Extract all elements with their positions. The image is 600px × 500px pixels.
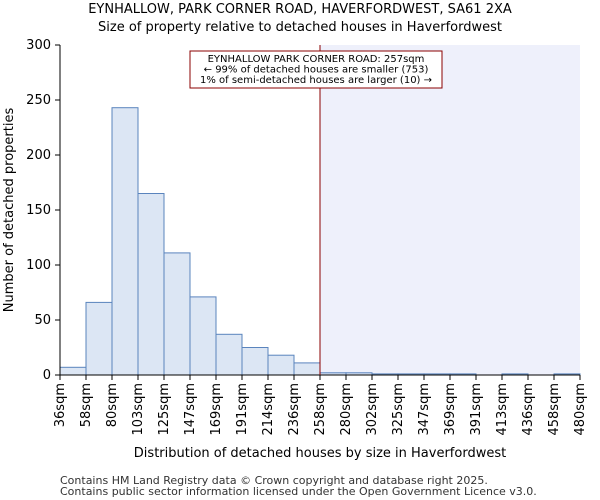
annotation-line: ← 99% of detached houses are smaller (75… bbox=[204, 65, 429, 76]
y-axis-label: Number of detached properties bbox=[2, 108, 17, 313]
x-tick-label: 413sqm bbox=[495, 383, 510, 436]
bar-36sqm bbox=[59, 366, 87, 376]
y-tick-label: 150 bbox=[26, 203, 51, 218]
x-tick-label: 80sqm bbox=[105, 383, 120, 427]
y-tick-label: 300 bbox=[26, 38, 51, 53]
annotation-box bbox=[189, 50, 443, 89]
x-tick-label: 214sqm bbox=[261, 383, 276, 436]
y-tick-label: 250 bbox=[26, 93, 51, 108]
chart-subtitle: Size of property relative to detached ho… bbox=[98, 20, 502, 35]
x-tick-label: 125sqm bbox=[157, 383, 172, 436]
bar-214sqm bbox=[267, 354, 295, 376]
x-tick-label: 480sqm bbox=[573, 383, 588, 436]
bar-169sqm bbox=[215, 333, 243, 376]
y-tick-label: 50 bbox=[34, 313, 51, 328]
x-tick-label: 191sqm bbox=[235, 383, 250, 436]
footer-copyright: Contains HM Land Registry data © Crown c… bbox=[60, 474, 488, 487]
x-tick-label: 103sqm bbox=[131, 383, 146, 436]
y-tick-label: 200 bbox=[26, 148, 51, 163]
x-tick-label: 391sqm bbox=[469, 383, 484, 436]
x-tick-label: 347sqm bbox=[417, 383, 432, 436]
x-tick-label: 36sqm bbox=[53, 383, 68, 427]
chart-title: EYNHALLOW, PARK CORNER ROAD, HAVERFORDWE… bbox=[88, 2, 512, 17]
footer-licence: Contains public sector information licen… bbox=[60, 485, 537, 498]
x-tick-label: 58sqm bbox=[79, 383, 94, 427]
y-tick-label: 0 bbox=[43, 368, 51, 383]
bar-80sqm bbox=[111, 107, 139, 376]
x-tick-label: 258sqm bbox=[313, 383, 328, 436]
bar-191sqm bbox=[241, 347, 269, 376]
bar-125sqm bbox=[163, 252, 191, 376]
x-tick-label: 236sqm bbox=[287, 383, 302, 436]
bar-58sqm bbox=[85, 301, 113, 376]
bar-103sqm bbox=[137, 193, 165, 376]
x-tick-label: 280sqm bbox=[339, 383, 354, 436]
x-tick-label: 302sqm bbox=[365, 383, 380, 436]
x-tick-label: 169sqm bbox=[209, 383, 224, 436]
plot-area: 0 50 100 150 200 250 300 36sqm 58sqm 80sqm 103sqm 1… bbox=[2, 38, 588, 461]
annotation-line: EYNHALLOW PARK CORNER ROAD: 257sqm bbox=[208, 54, 425, 65]
x-tick-label: 458sqm bbox=[547, 383, 562, 436]
y-tick-label: 100 bbox=[26, 258, 51, 273]
x-tick-label: 325sqm bbox=[391, 383, 406, 436]
annotation-line: 1% of semi-detached houses are larger (1… bbox=[200, 75, 432, 86]
x-tick-label: 369sqm bbox=[443, 383, 458, 436]
x-tick-label: 436sqm bbox=[521, 383, 536, 436]
bar-236sqm bbox=[293, 362, 321, 376]
bar-147sqm bbox=[189, 296, 217, 376]
x-axis-label: Distribution of detached houses by size … bbox=[134, 446, 506, 461]
x-tick-label: 147sqm bbox=[183, 383, 198, 436]
highlight-region bbox=[320, 45, 580, 375]
